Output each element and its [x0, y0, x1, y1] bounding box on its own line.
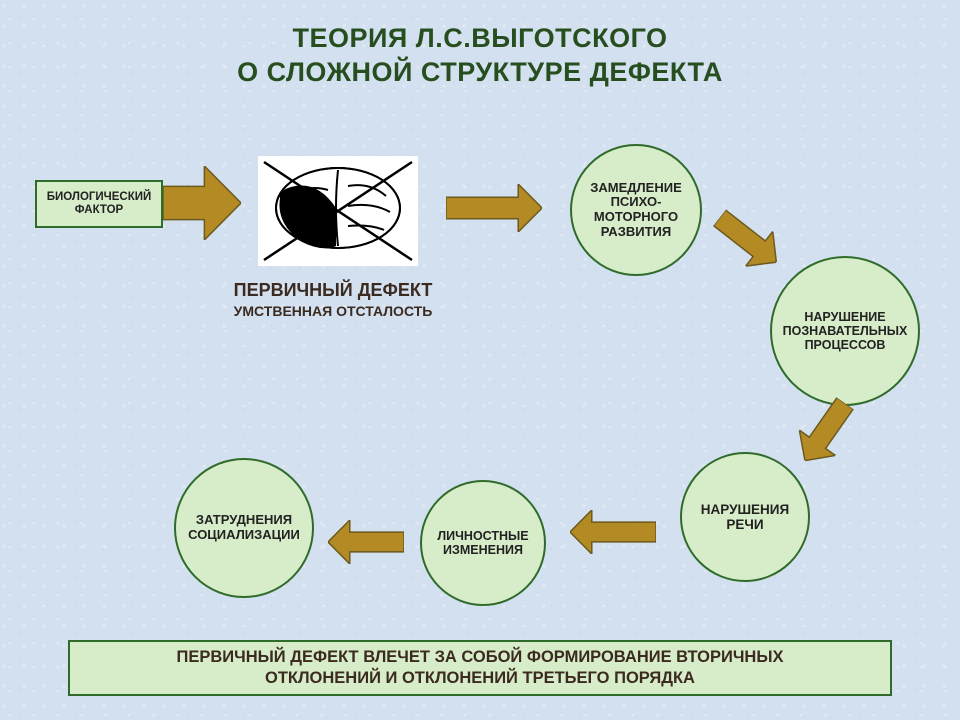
- node-n1: ЗАМЕДЛЕНИЕ ПСИХО- МОТОРНОГО РАЗВИТИЯ: [570, 144, 702, 276]
- node-n4: ЛИЧНОСТНЫЕ ИЗМЕНЕНИЯ: [420, 480, 546, 606]
- arrow-a1: [446, 184, 542, 232]
- footer-line1: ПЕРВИЧНЫЙ ДЕФЕКТ ВЛЕЧЕТ ЗА СОБОЙ ФОРМИРО…: [176, 648, 783, 666]
- page-title: ТЕОРИЯ Л.С.ВЫГОТСКОГО О СЛОЖНОЙ СТРУКТУР…: [0, 22, 960, 90]
- bio-arrow: [163, 166, 241, 240]
- primary-defect-main: ПЕРВИЧНЫЙ ДЕФЕКТ: [234, 280, 433, 300]
- brain-illustration: [258, 156, 418, 266]
- title-line1: ТЕОРИЯ Л.С.ВЫГОТСКОГО: [292, 23, 667, 53]
- footer-conclusion-box: ПЕРВИЧНЫЙ ДЕФЕКТ ВЛЕЧЕТ ЗА СОБОЙ ФОРМИРО…: [68, 640, 892, 696]
- arrow-a5: [328, 520, 404, 564]
- node-n5: ЗАТРУДНЕНИЯ СОЦИАЛИЗАЦИИ: [174, 458, 314, 598]
- title-line2: О СЛОЖНОЙ СТРУКТУРЕ ДЕФЕКТА: [237, 57, 723, 87]
- primary-defect-sub: УМСТВЕННАЯ ОТСТАЛОСТЬ: [198, 303, 468, 319]
- footer-line2: ОТКЛОНЕНИЙ И ОТКЛОНЕНИЙ ТРЕТЬЕГО ПОРЯДКА: [265, 669, 695, 687]
- arrow-a2: [706, 200, 790, 279]
- arrow-a4: [570, 510, 656, 554]
- node-n3: НАРУШЕНИЯ РЕЧИ: [680, 452, 810, 582]
- node-n2: НАРУШЕНИЕ ПОЗНАВАТЕЛЬНЫХ ПРОЦЕССОВ: [770, 256, 920, 406]
- primary-defect-caption: ПЕРВИЧНЫЙ ДЕФЕКТ УМСТВЕННАЯ ОТСТАЛОСТЬ: [198, 280, 468, 319]
- biological-factor-label: БИОЛОГИЧЕСКИЙ ФАКТОР: [47, 191, 152, 217]
- biological-factor-box: БИОЛОГИЧЕСКИЙ ФАКТОР: [35, 180, 163, 228]
